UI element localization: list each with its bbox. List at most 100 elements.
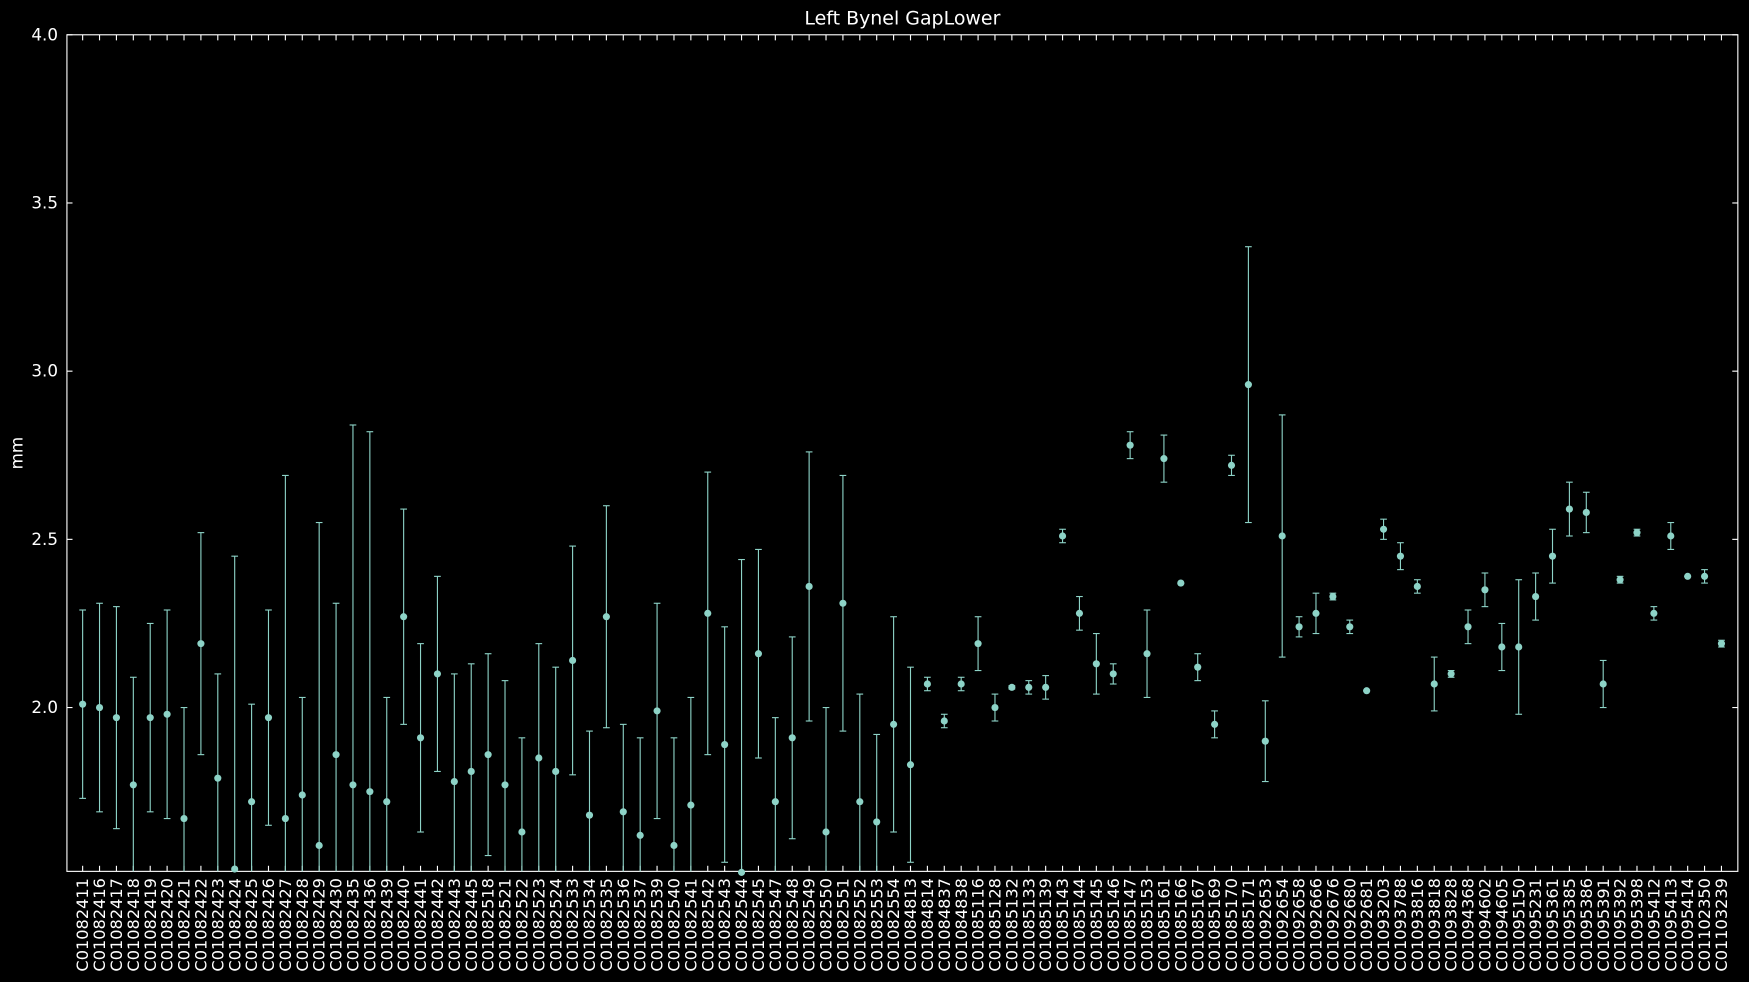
- x-tick-label: C01082435: [344, 878, 363, 972]
- data-point: [687, 801, 695, 809]
- x-tick-label: C01082418: [124, 878, 143, 972]
- data-point: [653, 707, 661, 715]
- x-tick-label: C01082523: [529, 878, 548, 972]
- x-tick-label: C01082553: [867, 878, 886, 972]
- x-tick-label: C01082550: [817, 878, 836, 972]
- x-tick-label: C01085145: [1087, 878, 1106, 972]
- data-point: [400, 613, 408, 621]
- data-point: [1329, 592, 1337, 601]
- x-tick-label: C01082539: [648, 878, 667, 972]
- data-point: [754, 650, 763, 658]
- x-tick-label: C01082416: [90, 878, 109, 972]
- x-tick-label: C01082533: [563, 878, 582, 972]
- x-tick-label: C01092666: [1307, 878, 1326, 972]
- data-point: [1278, 532, 1286, 540]
- x-tick-label: C01082522: [512, 878, 531, 972]
- data-point: [484, 751, 492, 759]
- y-tick-label: 4.0: [31, 24, 58, 44]
- x-tick-label: C01082427: [276, 878, 295, 972]
- x-tick-label: C01082524: [546, 878, 565, 972]
- y-tick-label: 3.0: [31, 361, 58, 381]
- data-point: [1396, 552, 1405, 560]
- x-tick-label: C01092653: [1256, 878, 1275, 972]
- x-tick-label: C01085170: [1222, 878, 1241, 972]
- x-tick-label: C01092658: [1290, 878, 1309, 972]
- data-point: [923, 680, 931, 688]
- data-point: [585, 811, 594, 819]
- x-tick-label: C01082440: [394, 878, 413, 972]
- x-tick-label: C01092654: [1273, 878, 1292, 972]
- x-tick-label: C01082424: [225, 878, 244, 972]
- data-point: [788, 734, 796, 742]
- data-point: [771, 798, 779, 806]
- x-tick-label: C01082541: [681, 878, 700, 972]
- x-tick-label: C01095398: [1628, 878, 1647, 972]
- x-tick-label: C01082419: [141, 878, 160, 972]
- data-point: [231, 865, 239, 873]
- data-point: [1565, 505, 1573, 513]
- data-point: [433, 670, 442, 678]
- data-point: [349, 781, 357, 789]
- x-tick-label: C01085147: [1121, 878, 1140, 972]
- data-point: [163, 710, 171, 718]
- x-tick-label: C01095385: [1560, 878, 1579, 972]
- x-tick-label: C01085139: [1036, 878, 1055, 972]
- data-point: [1194, 663, 1202, 671]
- x-tick-label: C01085143: [1053, 878, 1072, 972]
- x-tick-label: C01094605: [1492, 878, 1511, 972]
- data-point: [737, 868, 746, 876]
- x-tick-label: C01082518: [479, 878, 498, 972]
- data-point: [450, 777, 458, 786]
- data-point: [890, 720, 898, 728]
- data-point: [1582, 508, 1590, 517]
- data-point: [721, 740, 729, 749]
- x-tick-label: C01095392: [1611, 878, 1630, 972]
- data-point: [1379, 525, 1388, 533]
- data-point: [1700, 572, 1709, 580]
- data-point: [1177, 579, 1185, 587]
- x-tick-label: C01082411: [73, 878, 92, 972]
- x-tick-label: C01085128: [986, 878, 1005, 972]
- data-point: [1160, 455, 1168, 463]
- data-point: [1092, 660, 1100, 668]
- data-point: [1363, 687, 1371, 695]
- x-tick-label: C01085171: [1239, 878, 1258, 972]
- data-point: [569, 656, 577, 665]
- x-tick-label: C01082554: [884, 878, 903, 972]
- x-tick-label: C01082442: [428, 878, 447, 972]
- data-point: [95, 703, 104, 712]
- data-point: [805, 582, 813, 591]
- x-tick-label: C01082441: [411, 878, 430, 972]
- x-tick-label: C01085133: [1019, 878, 1038, 972]
- data-point: [248, 798, 256, 806]
- data-point: [670, 841, 678, 850]
- data-point: [315, 841, 323, 850]
- data-point: [79, 700, 87, 708]
- data-point: [1075, 609, 1084, 617]
- data-point: [1464, 623, 1472, 631]
- x-tick-label: C01082552: [850, 878, 869, 972]
- data-point: [1008, 683, 1016, 691]
- data-point: [1244, 381, 1252, 389]
- x-tick-label: C01094602: [1476, 878, 1495, 972]
- chart-title: Left Bynel GapLower: [804, 8, 1000, 30]
- x-tick-label: C01082521: [496, 878, 515, 972]
- data-point: [281, 814, 289, 823]
- data-point: [298, 791, 306, 799]
- data-point: [467, 767, 475, 776]
- x-tick-label: C01082422: [191, 878, 210, 972]
- data-point: [1109, 670, 1117, 678]
- data-point: [1616, 576, 1624, 584]
- data-point: [822, 828, 830, 836]
- y-tick-label: 3.5: [31, 193, 58, 213]
- x-tick-label: C01082429: [310, 878, 329, 972]
- x-tick-label: C01092681: [1357, 878, 1376, 972]
- x-tick-label: C01085132: [1002, 878, 1021, 972]
- data-point: [1717, 640, 1726, 648]
- data-point: [957, 680, 965, 688]
- x-tick-label: C01085144: [1070, 878, 1089, 972]
- data-point: [839, 599, 847, 607]
- x-tick-label: C01085153: [1138, 878, 1157, 972]
